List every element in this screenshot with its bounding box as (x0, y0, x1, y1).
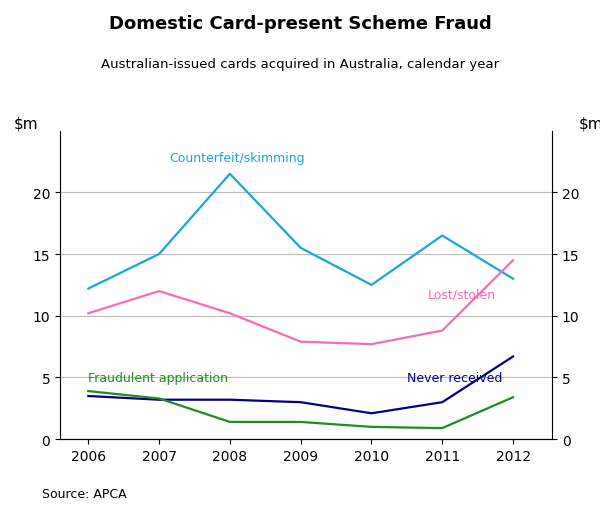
Text: $m: $m (579, 116, 600, 131)
Text: Domestic Card-present Scheme Fraud: Domestic Card-present Scheme Fraud (109, 15, 491, 33)
Text: Australian-issued cards acquired in Australia, calendar year: Australian-issued cards acquired in Aust… (101, 58, 499, 71)
Text: Lost/stolen: Lost/stolen (428, 288, 496, 301)
Text: $m: $m (13, 116, 38, 131)
Text: Counterfeit/skimming: Counterfeit/skimming (169, 152, 305, 165)
Text: Fraudulent application: Fraudulent application (88, 371, 229, 384)
Text: Source: APCA: Source: APCA (42, 487, 127, 500)
Text: Never received: Never received (407, 371, 502, 384)
